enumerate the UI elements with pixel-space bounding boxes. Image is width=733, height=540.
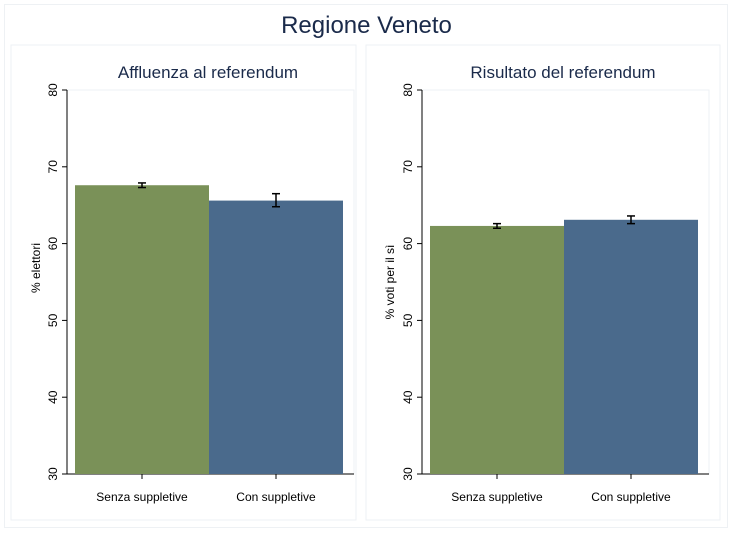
panel-turnout-y-tick-label: 80 [46,83,60,97]
panel-turnout-category-label: Senza suppletive [96,490,188,504]
panel-result: Risultato del referendum % voti per il s… [365,44,721,521]
panel-result-y-tick-label: 60 [401,237,415,251]
panel-result-category-label: Senza suppletive [451,490,543,504]
panel-result-background [365,44,721,521]
panel-turnout-bar-1 [75,185,209,474]
panel-result-title: Risultato del referendum [470,63,655,82]
panel-turnout-y-tick-label: 40 [46,390,60,404]
panel-turnout-title: Affluenza al referendum [118,63,298,82]
panel-result-bar-1 [430,225,564,474]
panel-turnout-background [10,44,357,521]
panel-result-bar-2 [564,219,698,474]
panel-result-y-ticks: 30 40 50 60 70 80 [401,83,422,481]
panel-result-y-tick-label: 50 [401,313,415,327]
panel-turnout-y-tick-label: 30 [46,467,60,481]
panel-turnout-bars [75,182,343,475]
panel-result-y-tick-label: 80 [401,83,415,97]
panel-turnout-y-tick-label: 50 [46,313,60,327]
panel-turnout-y-tick-label: 70 [46,160,60,174]
panel-turnout-y-tick-label: 60 [46,237,60,251]
panel-result-category-labels: Senza suppletive Con suppletive [451,474,671,504]
panel-result-y-tick-label: 40 [401,390,415,404]
panel-turnout-y-ticks: 30 40 50 60 70 80 [46,83,67,481]
panel-result-y-tick-label: 70 [401,160,415,174]
panel-turnout-bar-2 [209,200,343,475]
panel-turnout-category-labels: Senza suppletive Con suppletive [96,474,316,504]
panel-turnout-category-label: Con suppletive [236,490,316,504]
figure-title: Regione Veneto [281,12,452,39]
panel-turnout: Affluenza al referendum % elettori 30 40 5… [10,44,357,521]
panel-turnout-y-axis-label: % elettori [29,243,43,293]
panel-result-bars [430,215,698,474]
panel-result-y-axis-label: % voti per il sì [383,245,397,320]
panel-result-y-tick-label: 30 [401,467,415,481]
panel-result-category-label: Con suppletive [591,490,671,504]
